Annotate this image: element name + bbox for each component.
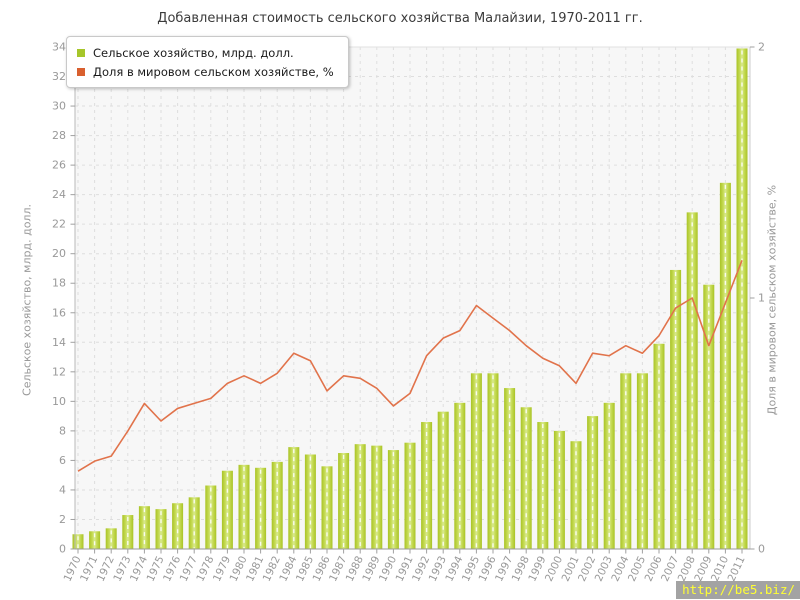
bar-1987 <box>338 453 350 549</box>
bar-1997 <box>504 388 516 549</box>
svg-text:0: 0 <box>59 543 66 556</box>
legend-item-world-share: Доля в мировом сельском хозяйстве, % <box>77 62 334 81</box>
bar-2004 <box>620 373 632 549</box>
legend-label-agriculture: Сельское хозяйство, млрд. долл. <box>93 45 294 60</box>
svg-text:4: 4 <box>59 483 66 496</box>
legend-box: Сельское хозяйство, млрд. долл. Доля в м… <box>66 36 349 88</box>
bar-1986 <box>321 466 333 549</box>
right-axis-title: Доля в мировом сельском хозяйстве, % <box>765 184 779 416</box>
svg-text:2: 2 <box>758 41 765 54</box>
right-axis-ticks: 0 1 2 <box>750 41 765 556</box>
bar-2006 <box>653 343 665 549</box>
bar-1990 <box>387 450 399 549</box>
bar-1999 <box>537 422 549 549</box>
legend-item-agriculture: Сельское хозяйство, млрд. долл. <box>77 43 334 62</box>
svg-text:8: 8 <box>59 424 66 437</box>
bar-1976 <box>172 503 184 549</box>
svg-text:28: 28 <box>52 129 66 142</box>
line-series-swatch-icon <box>77 67 85 76</box>
bar-2010 <box>719 182 731 549</box>
bar-1985 <box>304 454 316 549</box>
watermark-link[interactable]: http://be5.biz/ <box>676 581 800 599</box>
svg-text:26: 26 <box>52 159 66 172</box>
bar-2005 <box>636 373 648 549</box>
legend-label-world-share: Доля в мировом сельском хозяйстве, % <box>93 64 334 79</box>
share-line-series <box>77 260 743 472</box>
bar-1992 <box>421 422 433 549</box>
bar-1998 <box>520 407 532 549</box>
bar-series <box>72 48 748 550</box>
svg-text:24: 24 <box>52 188 66 201</box>
bar-1973 <box>122 515 134 549</box>
bar-1977 <box>188 497 200 549</box>
svg-text:20: 20 <box>52 247 66 260</box>
bar-1978 <box>205 485 217 549</box>
svg-text:12: 12 <box>52 365 66 378</box>
chart-title: Добавленная стоимость сельского хозяйств… <box>157 11 643 26</box>
svg-text:16: 16 <box>52 306 66 319</box>
svg-text:22: 22 <box>52 218 66 231</box>
bar-1981 <box>255 467 267 549</box>
svg-text:6: 6 <box>59 454 66 467</box>
svg-text:30: 30 <box>52 100 66 113</box>
bar-2003 <box>603 402 615 549</box>
bar-series-swatch-icon <box>77 48 85 57</box>
svg-text:2: 2 <box>59 513 66 526</box>
svg-text:14: 14 <box>52 336 66 349</box>
bar-1996 <box>487 373 499 549</box>
horizontal-gridlines <box>75 46 750 520</box>
bar-1970 <box>72 534 84 549</box>
svg-text:1: 1 <box>758 292 765 305</box>
bar-1994 <box>454 402 466 549</box>
svg-text:0: 0 <box>758 543 765 556</box>
left-axis-title: Сельское хозяйство, млрд. долл. <box>20 204 34 396</box>
svg-text:32: 32 <box>52 70 66 83</box>
svg-text:10: 10 <box>52 395 66 408</box>
svg-text:18: 18 <box>52 277 66 290</box>
bar-1979 <box>221 470 233 549</box>
svg-text:34: 34 <box>52 41 66 54</box>
bar-1971 <box>89 531 101 549</box>
x-axis-ticks: 1970197119721973197419751976197719781979… <box>62 549 748 583</box>
bar-2008 <box>686 212 698 550</box>
bar-1995 <box>470 373 482 549</box>
